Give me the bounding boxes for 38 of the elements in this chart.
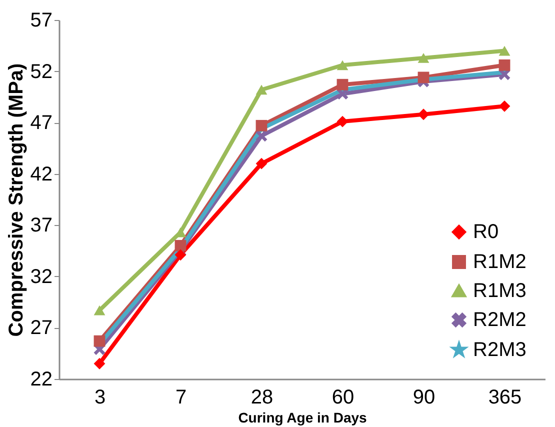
- y-tick-label: 42: [30, 163, 52, 186]
- y-tick-label: 27: [30, 317, 52, 340]
- point: [256, 130, 268, 142]
- point: [174, 240, 186, 252]
- x-tick-label: 7: [175, 386, 187, 408]
- y-tick-label: 32: [30, 266, 52, 288]
- point: [94, 305, 106, 316]
- point: [498, 46, 510, 56]
- y-tick-label: 52: [30, 60, 52, 83]
- y-axis-title: Compressive Strength (MPa): [5, 63, 28, 337]
- point: [94, 335, 106, 347]
- legend-label: R1M2: [473, 251, 526, 273]
- point: [498, 59, 510, 71]
- y-tick-label: 47: [30, 112, 52, 134]
- legend-label: R2M3: [473, 339, 526, 361]
- legend-label: R1M3: [473, 280, 526, 302]
- y-tick-label: 37: [30, 214, 52, 237]
- x-tick-label: 3: [94, 386, 106, 408]
- point: [256, 120, 268, 132]
- legend-label: R0: [473, 221, 499, 243]
- x-tick-label: 90: [412, 386, 436, 408]
- x-tick-label: 60: [332, 386, 354, 408]
- x-tick-label: 365: [488, 386, 522, 408]
- point: [418, 108, 430, 120]
- point: [336, 78, 348, 90]
- point: [336, 116, 348, 128]
- point: [256, 158, 268, 170]
- point: [174, 249, 186, 261]
- point: [336, 60, 348, 70]
- point: [498, 100, 510, 112]
- legend-label: R2M2: [473, 309, 526, 331]
- x-axis-title: Curing Age in Days: [238, 410, 368, 426]
- y-tick-label: 57: [30, 10, 52, 32]
- point: [418, 53, 430, 63]
- x-tick-label: 28: [250, 386, 274, 408]
- point: [256, 84, 268, 95]
- point: [94, 358, 106, 370]
- y-tick-label: 22: [30, 368, 52, 390]
